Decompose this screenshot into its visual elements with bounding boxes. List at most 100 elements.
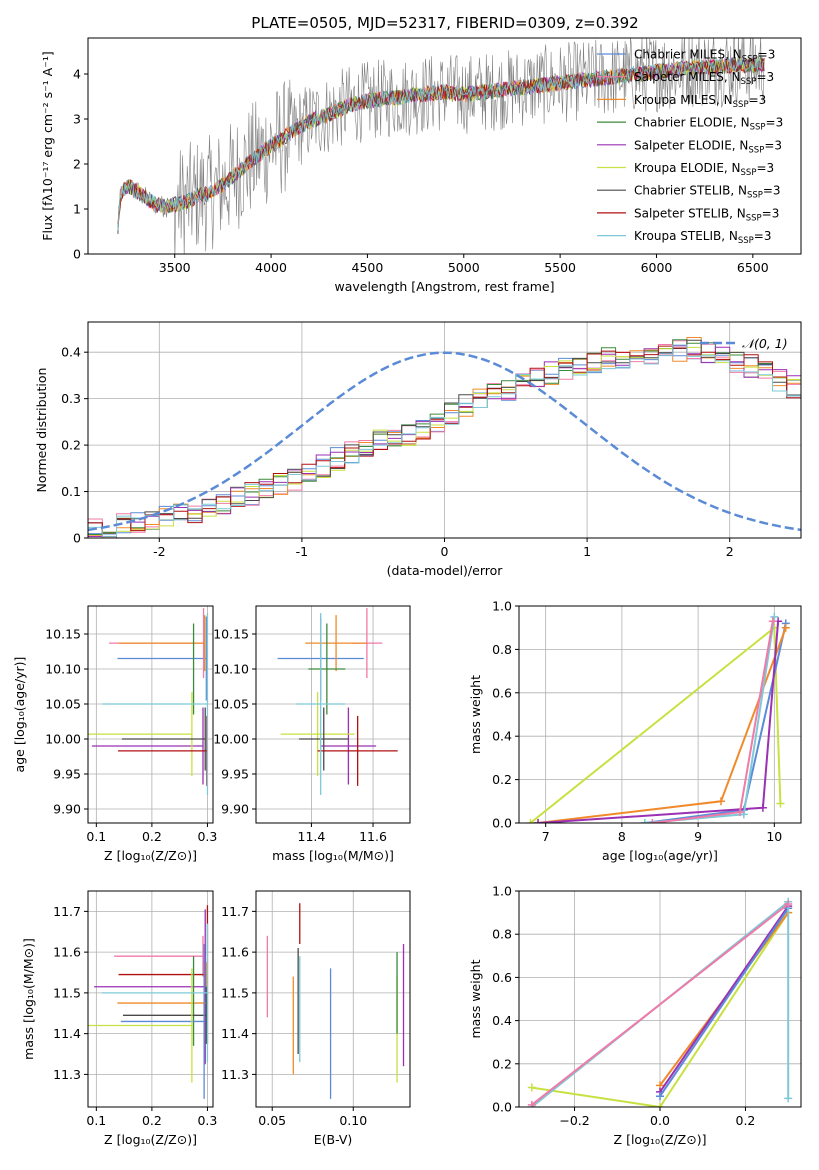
y-tick-label: 1.0 (492, 884, 512, 899)
x-axis-label: Z [log₁₀(Z/Z⊙)] (104, 1132, 197, 1147)
y-tick-label: 9.95 (53, 767, 81, 782)
y-tick-label: 0 (73, 247, 81, 262)
x-tick-label: 3500 (159, 260, 191, 275)
x-axis-label: wavelength [Angstrom, rest frame] (334, 279, 554, 294)
y-tick-label: 1.0 (492, 599, 512, 614)
x-tick-label: 0.1 (86, 1113, 106, 1128)
weight-marker-3 (758, 803, 767, 812)
plot-area (117, 38, 765, 254)
x-tick-label: 11.4 (298, 829, 326, 844)
legend-entry: Salpeter ELODIE, NSSP=3 (634, 138, 782, 155)
weight-marker-4 (640, 819, 649, 823)
y-tick-label: 0.4 (492, 1013, 512, 1028)
histogram-step-7 (88, 345, 801, 538)
y-tick-label: 11.3 (221, 1067, 249, 1082)
y-tick-label: 10.05 (213, 697, 249, 712)
weight-marker-0 (656, 1103, 664, 1107)
x-tick-label: 0.3 (197, 1113, 217, 1128)
y-tick-label: 0.6 (492, 685, 512, 700)
histogram-step-2 (88, 337, 801, 536)
y-tick-label: 4 (73, 67, 81, 82)
panel-age-vs-z: 0.1 0.2 0.3 9.90 9.95 10.00 10.05 10.10 10.15 Z [… (12, 605, 217, 863)
panel-spectrum: 3500 4000 4500 5000 5500 6000 6500 0 1 2 3 4 wavelen… (40, 37, 802, 294)
x-tick-label: 0.0 (650, 1113, 670, 1128)
panel-weight-vs-age: 7 8 9 10 0.0 0.2 0.4 0.6 0.8 1.0 age [log₁₀(age/yr… (468, 599, 802, 863)
weight-line-3 (538, 621, 780, 823)
axes-frame (255, 890, 411, 1108)
x-axis-label: Z [log₁₀(Z/Z⊙)] (614, 1132, 707, 1147)
plot-area (266, 903, 405, 1099)
y-tick-label: 0.0 (492, 1100, 512, 1115)
legend-entry: Salpeter STELIB, NSSP=3 (634, 206, 779, 223)
x-tick-label: 5000 (448, 260, 480, 275)
x-tick-label: 0.10 (339, 1113, 367, 1128)
legend-entry: Kroupa STELIB, NSSP=3 (634, 229, 772, 246)
panel-age-vs-mass: 11.4 11.6 9.90 9.95 10.00 10.05 10.10 10.15 mass… (213, 605, 411, 863)
y-axis-label: mass weight (468, 959, 483, 1038)
legend-subscript: SSP (741, 77, 757, 87)
histogram-step-3 (88, 339, 801, 535)
x-tick-label: 0.2 (142, 829, 162, 844)
y-tick-label: 0.3 (61, 391, 81, 406)
x-axis-label: Z [log₁₀(Z/Z⊙)] (104, 848, 197, 863)
plot-area (527, 897, 793, 1107)
y-tick-label: 10.10 (213, 662, 249, 677)
y-tick-label: 11.6 (53, 945, 81, 960)
panel-weight-vs-z: −0.2 0.0 0.2 0.0 0.2 0.4 0.6 0.8 1.0 Z [log₁₀(Z/Z… (468, 884, 802, 1147)
weight-marker-4 (784, 1094, 793, 1103)
y-tick-label: 0.0 (492, 816, 512, 831)
x-axis-label: mass [log₁₀(M/M⊙)] (272, 848, 394, 863)
legend-subscript: SSP (742, 55, 758, 65)
legend-subscript: SSP (747, 191, 763, 201)
legend-entry: Chabrier STELIB, NSSP=3 (634, 184, 781, 201)
y-tick-label: 10.00 (45, 732, 81, 747)
weight-marker-3 (534, 819, 543, 823)
y-axis-label: mass [log₁₀(M/M⊙)] (21, 938, 36, 1060)
y-tick-label: 0.2 (492, 772, 512, 787)
x-tick-label: 8 (618, 829, 626, 844)
y-tick-label: 9.90 (53, 802, 81, 817)
figure-title: PLATE=0505, MJD=52317, FIBERID=0309, z=0… (251, 14, 638, 32)
x-tick-label: 9 (694, 829, 702, 844)
axes-frame (87, 890, 214, 1108)
legend-entry: Kroupa ELODIE, NSSP=3 (634, 161, 774, 178)
weight-marker-0 (527, 1083, 536, 1092)
y-tick-label: 9.95 (221, 767, 249, 782)
x-tick-label: 7 (542, 829, 550, 844)
y-tick-label: 0.1 (61, 484, 81, 499)
y-tick-label: 3 (73, 112, 81, 127)
y-tick-label: 11.5 (221, 985, 249, 1000)
weight-marker-0 (776, 799, 785, 808)
normal-curve (88, 351, 801, 532)
y-tick-label: 9.90 (221, 802, 249, 817)
legend-suffix: =3 (763, 184, 781, 198)
y-tick-label: 1 (73, 202, 81, 217)
y-tick-label: 10.15 (45, 627, 81, 642)
y-tick-label: 0.8 (492, 642, 512, 657)
plot-area (88, 337, 801, 538)
axes-frame (87, 37, 802, 255)
legend-suffix: =3 (754, 229, 772, 243)
legend-entry: Kroupa MILES, NSSP=3 (634, 93, 766, 110)
x-tick-label: 6000 (641, 260, 673, 275)
legend-suffix: =3 (749, 93, 767, 107)
weight-line-5 (531, 903, 789, 1106)
x-tick-label: 0 (441, 544, 449, 559)
legend-subscript: SSP (738, 236, 754, 246)
weight-marker-5 (768, 617, 777, 626)
legend-subscript: SSP (750, 123, 766, 133)
y-tick-label: 11.4 (221, 1026, 249, 1041)
weight-marker-5 (648, 819, 657, 823)
histogram-step-8 (88, 344, 801, 537)
weight-marker-5 (784, 899, 793, 908)
y-tick-label: 10.00 (213, 732, 249, 747)
y-tick-label: 0 (73, 531, 81, 546)
x-tick-label: 0.1 (86, 829, 106, 844)
x-tick-label: 2 (726, 544, 734, 559)
legend-subscript: SSP (748, 145, 764, 155)
x-tick-label: 11.6 (359, 829, 387, 844)
plot-area (88, 905, 209, 1099)
axes-frame (255, 605, 411, 824)
weight-marker-5 (736, 808, 745, 817)
weight-line-2 (659, 905, 790, 1093)
